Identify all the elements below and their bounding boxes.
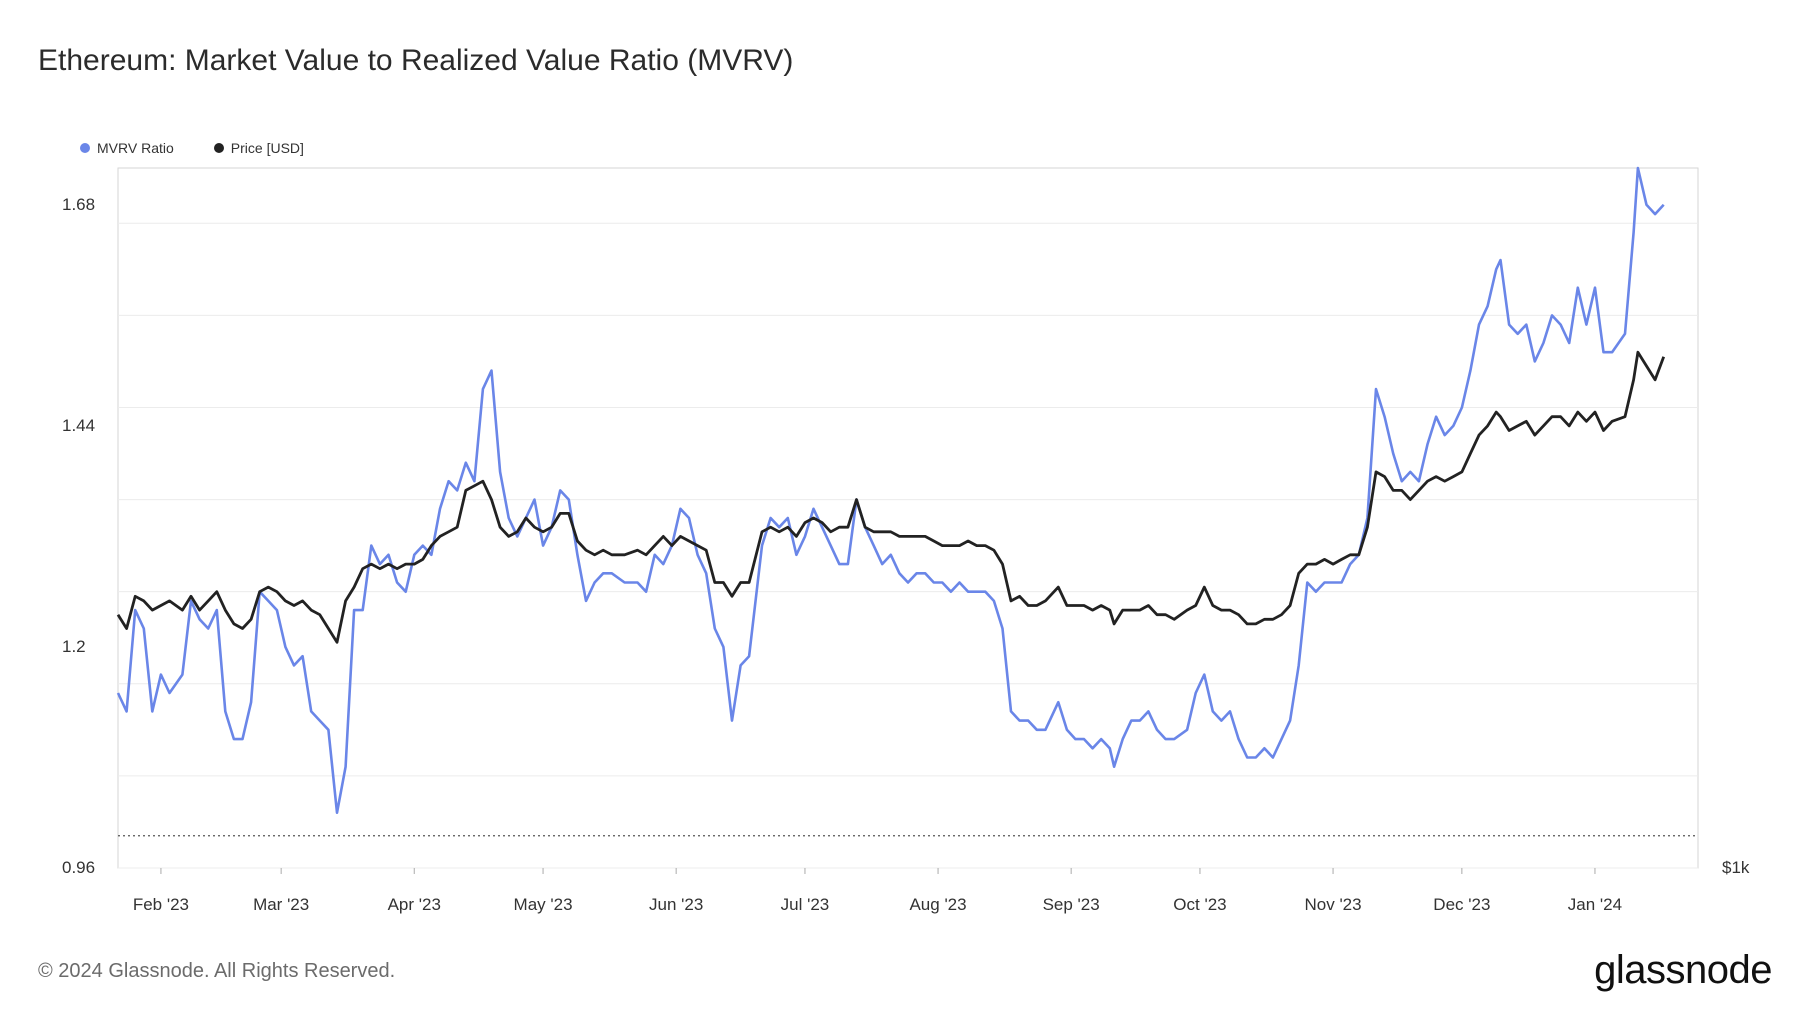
x-tick-label: Apr '23 xyxy=(388,895,441,914)
copyright-text: © 2024 Glassnode. All Rights Reserved. xyxy=(38,960,396,982)
y-tick-label: 0.96 xyxy=(62,858,95,877)
x-tick-label: Sep '23 xyxy=(1043,895,1100,914)
x-tick-label: Oct '23 xyxy=(1173,895,1226,914)
mvrv-legend-dot xyxy=(80,143,90,153)
x-tick-label: May '23 xyxy=(514,895,573,914)
x-tick-label: Jul '23 xyxy=(781,895,830,914)
y-tick-label: 1.68 xyxy=(62,195,95,214)
legend: MVRV Ratio Price [USD] xyxy=(80,140,304,156)
x-tick-label: Nov '23 xyxy=(1304,895,1361,914)
x-tick-label: Aug '23 xyxy=(909,895,966,914)
legend-label-price: Price [USD] xyxy=(230,140,304,156)
x-tick-label: Dec '23 xyxy=(1433,895,1490,914)
legend-item-mvrv[interactable]: MVRV Ratio xyxy=(80,140,174,156)
price-legend-dot xyxy=(213,143,224,153)
glassnode-logo: glassnode xyxy=(1594,948,1772,992)
series-line-price xyxy=(116,350,1666,644)
y-tick-label: 1.44 xyxy=(62,416,95,435)
chart-title: Ethereum: Market Value to Realized Value… xyxy=(38,44,794,77)
plot-frame xyxy=(117,167,1699,869)
legend-item-price[interactable]: Price [USD] xyxy=(213,140,304,156)
x-tick-label: Feb '23 xyxy=(133,895,189,914)
x-tick-label: Jan '24 xyxy=(1568,895,1622,914)
series-line-mvrv xyxy=(116,166,1665,814)
x-tick-label: Mar '23 xyxy=(253,895,309,914)
y-tick-label: 1.2 xyxy=(62,637,86,656)
legend-label-mvrv: MVRV Ratio xyxy=(97,140,174,156)
y-right-label: $1k xyxy=(1722,858,1750,877)
x-tick-label: Jun '23 xyxy=(649,895,703,914)
